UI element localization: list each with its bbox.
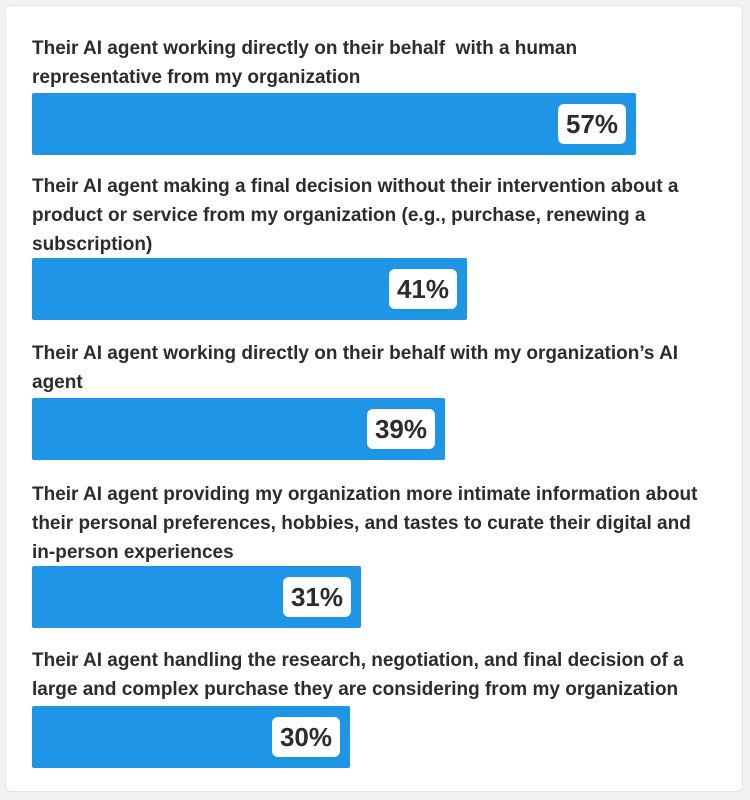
chart-card: Their AI agent working directly on their… bbox=[5, 5, 743, 792]
bar-human-representative: 57% bbox=[32, 93, 636, 155]
bar-label-human-representative: Their AI agent working directly on their… bbox=[32, 38, 583, 88]
bar-organization-ai-agent: 39% bbox=[32, 398, 445, 460]
bar-label-organization-ai-agent: Their AI agent working directly on their… bbox=[32, 343, 684, 393]
bar-label-complex-purchase: Their AI agent handling the research, ne… bbox=[32, 650, 689, 700]
bar-label-final-decision: Their AI agent making a final decision w… bbox=[32, 176, 684, 255]
bar-label-intimate-information: Their AI agent providing my organization… bbox=[32, 484, 703, 563]
value-label-intimate-information: 31% bbox=[282, 577, 351, 617]
value-label-human-representative: 57% bbox=[557, 104, 626, 144]
bar-intimate-information: 31% bbox=[32, 566, 361, 628]
value-label-final-decision: 41% bbox=[388, 269, 457, 309]
bar-complex-purchase: 30% bbox=[32, 706, 350, 768]
value-label-complex-purchase: 30% bbox=[271, 717, 340, 757]
value-label-organization-ai-agent: 39% bbox=[366, 409, 435, 449]
bar-final-decision: 41% bbox=[32, 258, 467, 320]
